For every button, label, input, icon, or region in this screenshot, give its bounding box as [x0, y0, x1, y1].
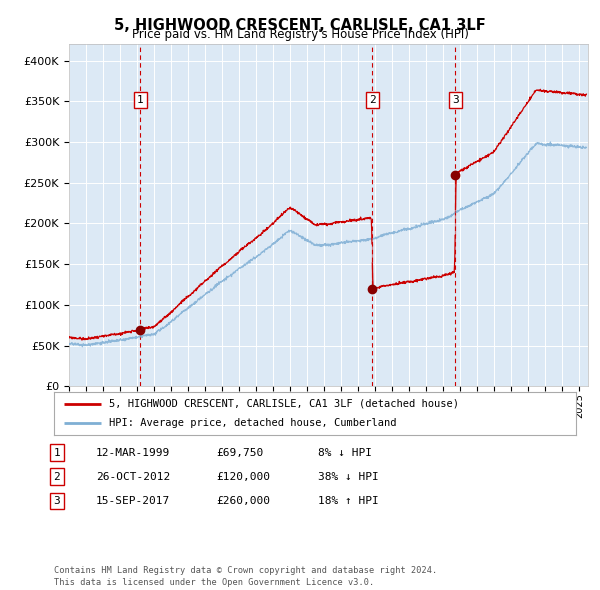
Text: £120,000: £120,000 [216, 472, 270, 481]
Text: HPI: Average price, detached house, Cumberland: HPI: Average price, detached house, Cumb… [109, 418, 397, 428]
Text: Contains HM Land Registry data © Crown copyright and database right 2024.
This d: Contains HM Land Registry data © Crown c… [54, 566, 437, 587]
Text: 5, HIGHWOOD CRESCENT, CARLISLE, CA1 3LF (detached house): 5, HIGHWOOD CRESCENT, CARLISLE, CA1 3LF … [109, 399, 459, 409]
Text: 15-SEP-2017: 15-SEP-2017 [96, 496, 170, 506]
Text: 18% ↑ HPI: 18% ↑ HPI [318, 496, 379, 506]
Text: 3: 3 [53, 496, 61, 506]
Text: 5, HIGHWOOD CRESCENT, CARLISLE, CA1 3LF: 5, HIGHWOOD CRESCENT, CARLISLE, CA1 3LF [114, 18, 486, 32]
Text: 2: 2 [369, 94, 376, 104]
Text: £260,000: £260,000 [216, 496, 270, 506]
Text: 1: 1 [137, 94, 143, 104]
Text: 12-MAR-1999: 12-MAR-1999 [96, 448, 170, 457]
Text: 8% ↓ HPI: 8% ↓ HPI [318, 448, 372, 457]
Text: 26-OCT-2012: 26-OCT-2012 [96, 472, 170, 481]
Text: 3: 3 [452, 94, 459, 104]
Text: £69,750: £69,750 [216, 448, 263, 457]
Text: 1: 1 [53, 448, 61, 457]
Text: 2: 2 [53, 472, 61, 481]
Text: 38% ↓ HPI: 38% ↓ HPI [318, 472, 379, 481]
Text: Price paid vs. HM Land Registry's House Price Index (HPI): Price paid vs. HM Land Registry's House … [131, 28, 469, 41]
